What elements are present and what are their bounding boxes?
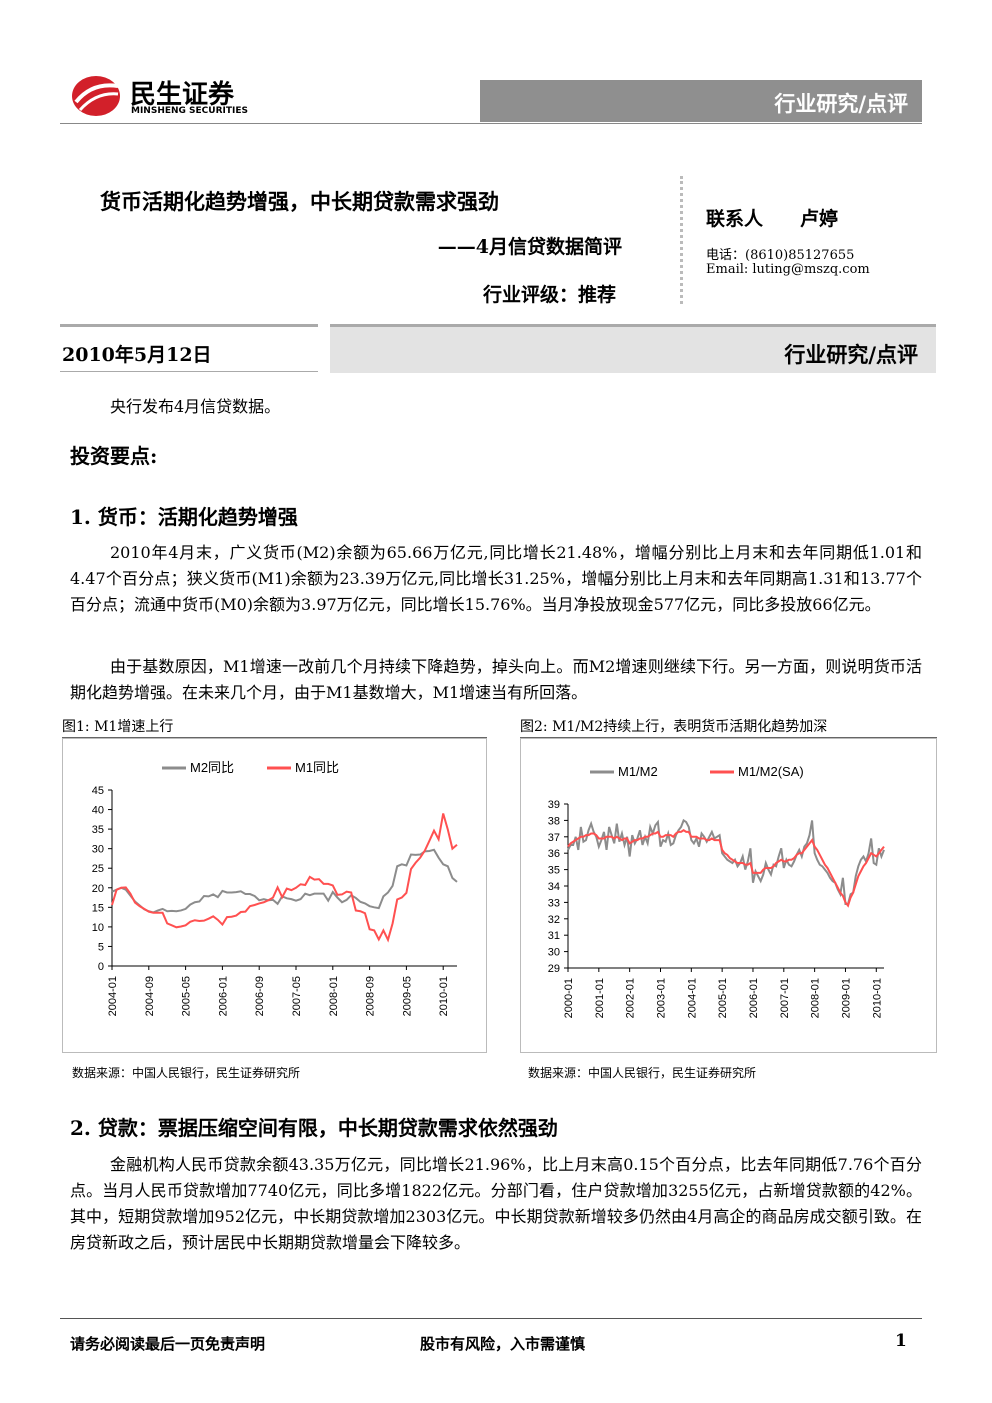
- x-tick-label: 2004-01: [686, 978, 698, 1018]
- chart-frame: [62, 738, 487, 1053]
- y-tick-label: 32: [548, 914, 560, 926]
- y-tick-label: 25: [92, 863, 104, 875]
- series-line: [111, 813, 458, 943]
- header-bar: [480, 80, 922, 122]
- x-tick-label: 2003-01: [655, 978, 667, 1018]
- y-tick-label: 33: [548, 897, 560, 909]
- caption-rule: [520, 737, 937, 738]
- logo-en: MINSHENG SECURITIES: [131, 106, 248, 116]
- paragraph: 金融机构人民币贷款余额43.35万亿元，同比增长21.96%，比上月末高0.15…: [70, 1155, 922, 1252]
- x-tick-label: 2005-05: [181, 976, 193, 1016]
- y-tick-label: 0: [98, 961, 104, 973]
- y-tick-label: 37: [548, 832, 560, 844]
- footer-center: 股市有风险，入市需谨慎: [420, 1335, 586, 1353]
- x-tick-label: 2007-01: [779, 978, 791, 1018]
- x-tick-label: 2010-01: [438, 976, 450, 1016]
- contact-email: Email: luting@mszq.com: [706, 262, 870, 277]
- y-tick-label: 36: [548, 848, 560, 860]
- contact-name: 卢婷: [800, 208, 839, 230]
- x-tick-label: 2008-01: [810, 978, 822, 1018]
- x-tick-label: 2008-01: [328, 976, 340, 1016]
- doc-title: 货币活期化趋势增强，中长期贷款需求强劲: [100, 189, 499, 214]
- key-points: 投资要点:: [70, 444, 158, 468]
- chart-source: 数据来源：中国人民银行，民生证券研究所: [528, 1066, 757, 1080]
- y-tick-label: 34: [548, 881, 560, 893]
- logo-cn: 民生证券: [130, 80, 235, 110]
- x-tick-label: 2010-01: [871, 978, 883, 1018]
- y-tick-label: 38: [548, 815, 560, 827]
- header-rule: [60, 123, 922, 124]
- doc-subtitle: ——4月信贷数据简评: [437, 236, 622, 258]
- chart-source: 数据来源：中国人民银行，民生证券研究所: [72, 1066, 301, 1080]
- x-tick-label: 2002-01: [625, 978, 637, 1018]
- page-number: 1: [895, 1331, 907, 1351]
- y-tick-label: 30: [92, 844, 104, 856]
- footer-left: 请务必阅读最后一页免责声明: [70, 1335, 266, 1353]
- date: 2010年5月12日: [62, 344, 212, 366]
- y-tick-label: 30: [548, 947, 560, 959]
- y-tick-label: 29: [548, 963, 560, 975]
- x-tick-label: 2009-05: [401, 976, 413, 1016]
- chart-caption: 图2: M1/M2持续上行，表明货币活期化趋势加深: [520, 719, 828, 735]
- y-tick-label: 10: [92, 922, 104, 934]
- x-tick-label: 2006-09: [254, 976, 266, 1016]
- date-bar: [330, 324, 936, 373]
- header-section: 行业研究/点评: [774, 91, 908, 116]
- y-tick-label: 39: [548, 799, 560, 811]
- footer-rule: [60, 1318, 922, 1319]
- x-tick-label: 2004-09: [144, 976, 156, 1016]
- divider: [680, 176, 683, 304]
- x-tick-label: 2001-01: [594, 978, 606, 1018]
- series-line: [111, 848, 458, 914]
- chart-frame: [520, 738, 937, 1053]
- y-tick-label: 35: [92, 824, 104, 836]
- chart: 29 30 31 32 33 34 35 36 37 38 39 2000-01 2001-01 2002…: [520, 738, 937, 1053]
- y-tick-label: 35: [548, 865, 560, 877]
- legend-label: M2同比: [190, 760, 234, 775]
- series-line: [567, 818, 885, 906]
- contact-phone: 电话：(8610)85127655: [706, 248, 855, 263]
- series-line: [567, 829, 885, 908]
- x-tick-label: 2006-01: [217, 976, 229, 1016]
- date-box: [60, 324, 318, 372]
- y-tick-label: 40: [92, 805, 104, 817]
- caption-rule: [62, 737, 487, 738]
- x-tick-label: 2004-01: [107, 976, 119, 1016]
- section-heading: 2. 贷款：票据压缩空间有限，中长期贷款需求依然强劲: [70, 1116, 558, 1140]
- y-tick-label: 15: [92, 902, 104, 914]
- chart: 0 5 10 15 20 25 30 35 40 45 2004-01 2004-09 2005-05 2…: [62, 738, 487, 1053]
- y-tick-label: 31: [548, 930, 560, 942]
- y-tick-label: 20: [92, 883, 104, 895]
- paragraph: 2010年4月末，广义货币(M2)余额为65.66万亿元,同比增长21.48%，…: [70, 543, 922, 614]
- rating: 行业评级：推荐: [482, 284, 616, 306]
- x-tick-label: 2000-01: [563, 978, 575, 1018]
- legend-label: M1同比: [295, 760, 339, 775]
- y-tick-label: 5: [98, 941, 104, 953]
- legend-label: M1/M2(SA): [738, 764, 804, 779]
- date-bar-section: 行业研究/点评: [784, 342, 918, 367]
- x-tick-label: 2007-05: [291, 976, 303, 1016]
- contact-label: 联系人: [706, 208, 764, 230]
- intro: 央行发布4月信贷数据。: [110, 397, 281, 416]
- x-tick-label: 2008-09: [365, 976, 377, 1016]
- x-tick-label: 2006-01: [748, 978, 760, 1018]
- y-tick-label: 45: [92, 785, 104, 797]
- chart-caption: 图1: M1增速上行: [62, 719, 174, 735]
- section-heading: 1. 货币：活期化趋势增强: [70, 505, 298, 529]
- legend-label: M1/M2: [618, 764, 658, 779]
- x-tick-label: 2005-01: [717, 978, 729, 1018]
- logo-icon: [72, 76, 120, 116]
- paragraph: 由于基数原因，M1增速一改前几个月持续下降趋势，掉头向上。而M2增速则继续下行。…: [70, 657, 922, 702]
- x-tick-label: 2009-01: [840, 978, 852, 1018]
